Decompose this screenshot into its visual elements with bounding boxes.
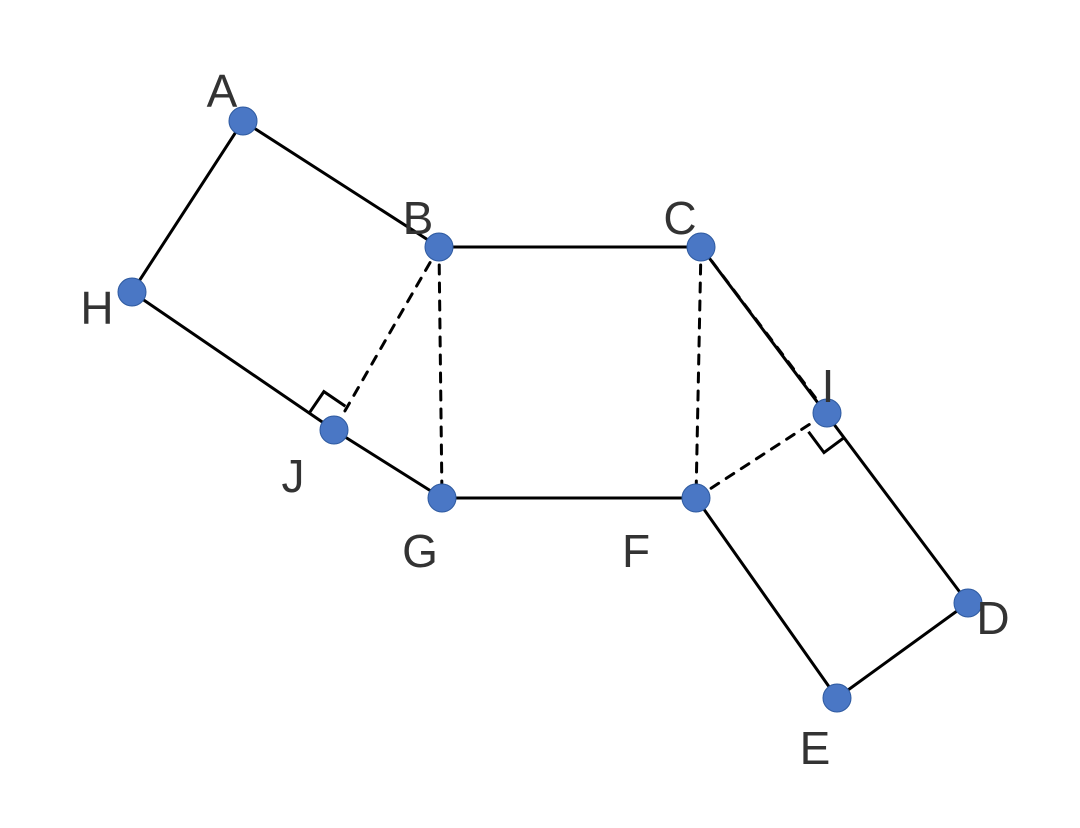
node-label-G: G: [402, 525, 438, 577]
node-label-A: A: [207, 65, 238, 117]
node-G: [428, 484, 456, 512]
node-label-B: B: [403, 192, 434, 244]
node-E: [823, 684, 851, 712]
node-label-I: I: [822, 360, 835, 412]
node-label-F: F: [622, 525, 650, 577]
node-label-E: E: [800, 722, 831, 774]
edge-B-G: [439, 247, 442, 498]
edge-F-I: [696, 413, 827, 498]
right-angle-markers: [309, 392, 845, 453]
geometry-diagram: A B C H J G F I D E: [0, 0, 1080, 828]
node-H: [118, 278, 146, 306]
node-label-J: J: [282, 450, 305, 502]
right-angle-marker-I: [809, 432, 845, 453]
edge-H-A: [132, 121, 243, 292]
labels-layer: A B C H J G F I D E: [80, 65, 1009, 774]
edges-layer: [132, 121, 968, 698]
edge-J-H: [132, 292, 334, 430]
edge-C-F: [696, 247, 701, 498]
node-label-D: D: [976, 592, 1009, 644]
edge-B-J: [334, 247, 439, 430]
right-angle-marker-J: [309, 392, 345, 413]
node-label-C: C: [663, 192, 696, 244]
edge-D-E: [837, 603, 968, 698]
node-F: [682, 484, 710, 512]
node-J: [320, 416, 348, 444]
edge-G-J: [334, 430, 442, 498]
node-label-H: H: [80, 282, 113, 334]
edge-E-F: [696, 498, 837, 698]
nodes-layer: [118, 107, 982, 712]
